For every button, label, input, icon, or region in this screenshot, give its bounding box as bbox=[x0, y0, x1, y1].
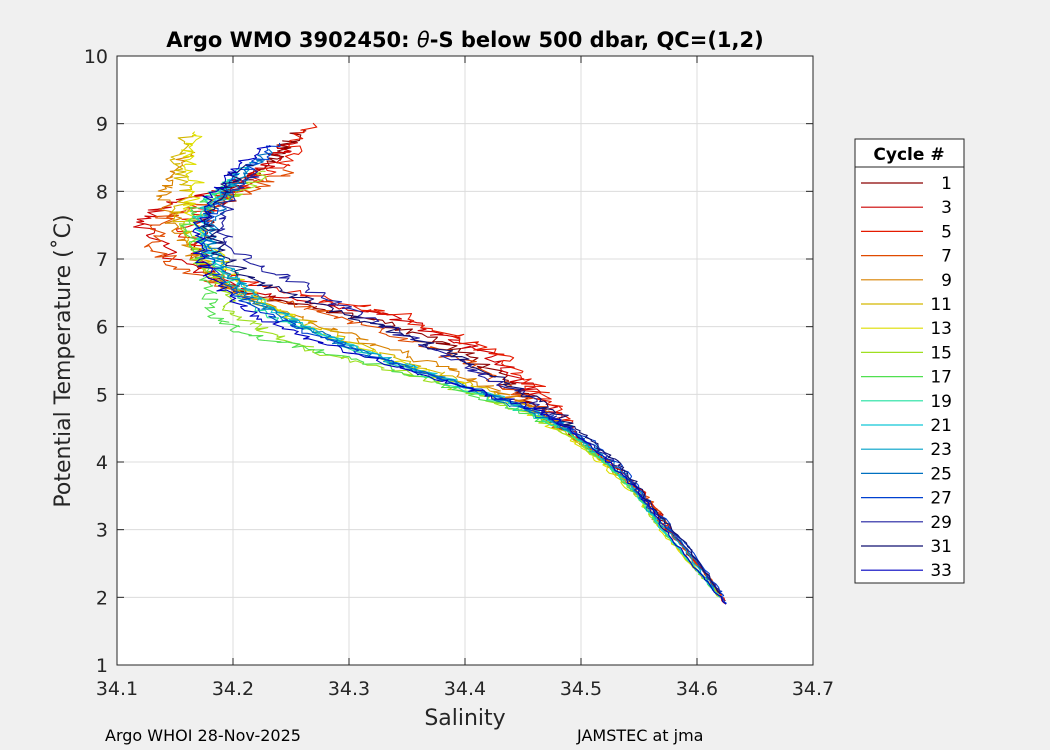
footer-left: Argo WHOI 28-Nov-2025 bbox=[105, 726, 301, 745]
legend-label: 5 bbox=[941, 222, 952, 242]
legend-box bbox=[854, 138, 965, 584]
series-layer bbox=[133, 122, 727, 605]
y-axis-label: Potential Temperature (˚C) bbox=[51, 214, 76, 507]
y-tick-label: 5 bbox=[96, 384, 108, 406]
ticks bbox=[116, 55, 814, 666]
y-tick-label: 2 bbox=[96, 587, 108, 609]
legend-label: 11 bbox=[930, 295, 952, 315]
x-tick-label: 34.2 bbox=[212, 678, 254, 700]
x-tick-label: 34.7 bbox=[792, 678, 834, 700]
chart-title: Argo WMO 3902450: θ-S below 500 dbar, QC… bbox=[166, 28, 763, 52]
footer-right: JAMSTEC at jma bbox=[576, 726, 703, 745]
y-tick-label: 6 bbox=[96, 317, 108, 339]
series-line-cycle-31 bbox=[201, 164, 721, 595]
x-tick-label: 34.1 bbox=[96, 678, 138, 700]
legend-title: Cycle # bbox=[873, 145, 944, 165]
legend-label: 3 bbox=[941, 198, 952, 218]
x-tick-label: 34.6 bbox=[676, 678, 718, 700]
x-tick-label: 34.3 bbox=[328, 678, 370, 700]
x-tick-label: 34.4 bbox=[444, 678, 486, 700]
y-tick-label: 9 bbox=[96, 114, 108, 136]
series-line-cycle-29 bbox=[216, 168, 721, 595]
legend-label: 25 bbox=[930, 464, 952, 484]
series-line-cycle-33 bbox=[192, 144, 727, 605]
title-suffix: -S below 500 dbar, QC=(1,2) bbox=[430, 28, 764, 52]
legend-label: 17 bbox=[930, 368, 952, 388]
x-tick-label: 34.5 bbox=[560, 678, 602, 700]
legend-label: 13 bbox=[930, 319, 952, 339]
legend-label: 23 bbox=[930, 440, 952, 460]
legend-label: 29 bbox=[930, 513, 952, 533]
legend-label: 31 bbox=[930, 537, 952, 557]
y-tick-label: 3 bbox=[96, 520, 108, 542]
legend-label: 33 bbox=[930, 561, 952, 581]
title-theta: θ bbox=[417, 28, 430, 52]
legend-label: 19 bbox=[930, 392, 952, 412]
tick-labels: 34.1 34.2 34.3 34.4 34.5 34.6 34.7 1 2 3 4 5 6 7 8 9 10 bbox=[84, 46, 834, 700]
series-line-cycle-7 bbox=[143, 169, 727, 605]
legend-label: 15 bbox=[930, 343, 952, 363]
title-prefix: Argo WMO 3902450: bbox=[166, 28, 417, 52]
y-tick-label: 8 bbox=[96, 181, 108, 203]
y-tick-label: 10 bbox=[84, 46, 108, 68]
legend-label: 27 bbox=[930, 489, 952, 509]
y-tick-label: 1 bbox=[96, 655, 108, 677]
x-axis-label: Salinity bbox=[424, 706, 505, 731]
y-tick-label: 7 bbox=[96, 249, 108, 271]
legend-label: 7 bbox=[941, 247, 952, 267]
legend-label: 1 bbox=[941, 174, 952, 194]
y-tick-label: 4 bbox=[96, 452, 108, 474]
legend-label: 21 bbox=[930, 416, 952, 436]
legend-label: 9 bbox=[941, 271, 952, 291]
